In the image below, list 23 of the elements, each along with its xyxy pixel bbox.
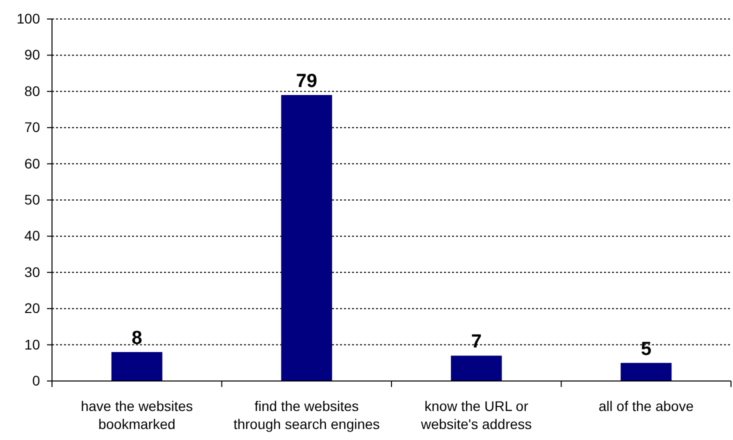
y-tick-label: 60	[24, 155, 40, 172]
x-tick-label: know the URL or website's address	[420, 398, 532, 432]
data-label: 79	[296, 71, 318, 92]
y-tick-label: 100	[16, 10, 40, 26]
x-tick-label: find the websites through search engines	[233, 398, 380, 432]
y-tick-label: 80	[24, 82, 40, 99]
y-tick-label: 50	[24, 191, 40, 208]
data-label: 5	[640, 338, 652, 360]
x-tick-label: have the websites bookmarked	[80, 398, 193, 432]
y-tick-label: 90	[24, 46, 40, 63]
data-label: 8	[132, 328, 142, 350]
bar	[450, 356, 502, 381]
y-tick-label: 0	[32, 372, 40, 388]
bar	[281, 95, 332, 381]
y-tick-label: 30	[24, 264, 40, 280]
data-label: 7	[471, 332, 482, 353]
y-tick-label: 70	[24, 119, 40, 136]
y-tick-label: 20	[24, 300, 40, 316]
bar	[620, 362, 672, 381]
bar	[111, 352, 162, 381]
y-tick-label: 10	[24, 336, 40, 352]
x-tick-label: all of the above	[598, 398, 694, 414]
y-tick-label: 40	[24, 228, 40, 244]
